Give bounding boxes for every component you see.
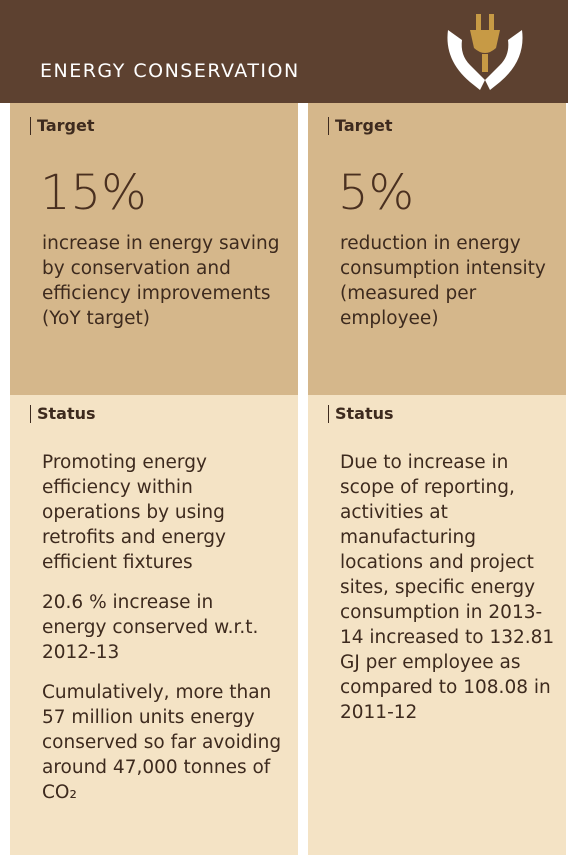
target-label: Target xyxy=(328,117,393,135)
status-item: Due to increase in scope of reporting, a… xyxy=(340,452,555,723)
target-panel: Target 15% increase in energy saving by co… xyxy=(10,103,298,395)
icon xyxy=(447,14,523,90)
target-text: increase in energy saving by conservatio… xyxy=(42,233,280,329)
target-value: 15% xyxy=(40,165,147,221)
status-items: Due to increase in scope of reporting, a… xyxy=(340,450,555,740)
target-panel: Target 5% reduction in energy consumption … xyxy=(308,103,566,395)
status-panel: Status Due to increase in scope of report… xyxy=(308,395,566,855)
status-label: Status xyxy=(328,405,394,423)
status-item: 20.6 % increase in energy conserved w.r.… xyxy=(42,592,259,663)
column: Target 5% reduction in energy consumption … xyxy=(308,103,566,855)
status-item: Cumulatively, more than 57 million units… xyxy=(42,682,282,803)
header: ENERGY CONSERVATION xyxy=(0,0,568,103)
target-value: 5% xyxy=(338,165,415,221)
status-items: Promoting energy efficiency within opera… xyxy=(42,450,282,820)
title: ENERGY CONSERVATION xyxy=(40,60,300,82)
status-item: Promoting energy efficiency within opera… xyxy=(42,452,226,573)
target-label: Target xyxy=(30,117,95,135)
column: Target 15% increase in energy saving by co… xyxy=(10,103,298,855)
target-text: reduction in energy consumption intensit… xyxy=(340,233,546,329)
status-label: Status xyxy=(30,405,96,423)
status-panel: Status Promoting energy efficiency within… xyxy=(10,395,298,855)
